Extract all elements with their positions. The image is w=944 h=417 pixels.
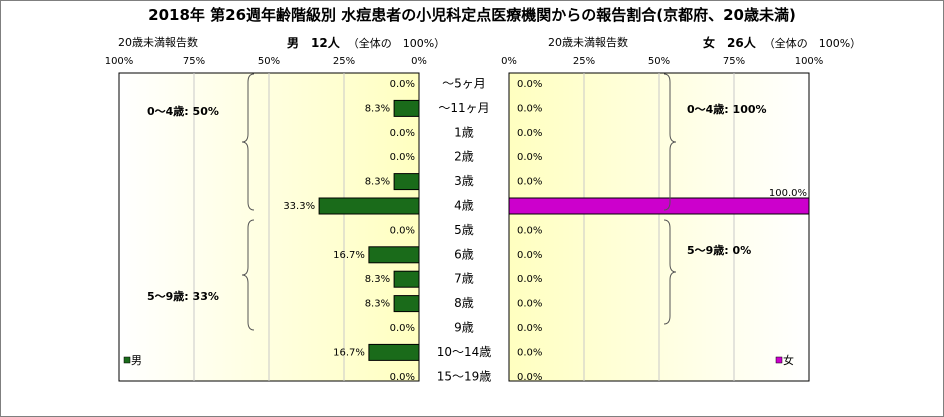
category-label: 8歳 xyxy=(454,296,474,310)
category-label: 6歳 xyxy=(454,247,474,261)
male-data-label: 0.0% xyxy=(390,225,415,236)
male-bar xyxy=(393,99,420,117)
male-tick-label: 0% xyxy=(411,56,427,67)
female-tick-label: 50% xyxy=(648,56,670,67)
male-data-label: 0.0% xyxy=(390,152,415,163)
category-label: 10～14歳 xyxy=(437,345,492,359)
male-data-label: 16.7% xyxy=(333,347,365,358)
male-data-label: 16.7% xyxy=(333,250,365,261)
male-data-label: 0.0% xyxy=(390,79,415,90)
male-header-note: （全体の 100%） xyxy=(347,37,446,50)
female-tick-label: 75% xyxy=(723,56,745,67)
male-data-label: 8.3% xyxy=(365,177,390,188)
category-label: 2歳 xyxy=(454,150,474,164)
category-label: 4歳 xyxy=(454,199,474,213)
male-legend-swatch xyxy=(123,356,131,364)
female-data-label: 0.0% xyxy=(517,347,542,358)
male-tick-label: 50% xyxy=(258,56,280,67)
male-legend-label: 男 xyxy=(131,354,142,367)
male-brace-5-9 xyxy=(241,219,255,331)
female-data-label: 0.0% xyxy=(517,225,542,236)
female-data-label: 0.0% xyxy=(517,372,542,383)
female-header: 女 26人 （全体の 100%） xyxy=(703,34,861,51)
female-data-label: 0.0% xyxy=(517,103,542,114)
male-data-label: 8.3% xyxy=(365,274,390,285)
female-data-label: 0.0% xyxy=(517,128,542,139)
male-header-count: 男 12人 xyxy=(287,36,340,50)
male-bar xyxy=(393,295,420,313)
male-data-label: 0.0% xyxy=(390,323,415,334)
female-header-count: 女 26人 xyxy=(703,36,756,50)
category-label: 5歳 xyxy=(454,223,474,237)
female-brace-5-9 xyxy=(663,219,677,325)
female-axis-title: 20歳未満報告数 xyxy=(548,36,628,49)
category-label: 3歳 xyxy=(454,174,474,188)
male-data-label: 33.3% xyxy=(283,201,315,212)
male-axis-title: 20歳未満報告数 xyxy=(118,36,198,49)
female-legend-label: 女 xyxy=(783,353,794,367)
female-header-note: （全体の 100%） xyxy=(763,37,862,50)
female-tick-label: 0% xyxy=(501,56,517,67)
male-tick-label: 100% xyxy=(105,56,134,67)
male-data-label: 8.3% xyxy=(365,103,390,114)
male-header: 男 12人 （全体の 100%） xyxy=(287,34,445,51)
category-label: 9歳 xyxy=(454,321,474,335)
male-data-label: 0.0% xyxy=(390,128,415,139)
female-data-label: 0.0% xyxy=(517,274,542,285)
male-bar xyxy=(318,197,420,215)
female-group-label: 5～9歳: 0% xyxy=(687,243,751,257)
female-data-label: 0.0% xyxy=(517,299,542,310)
female-bar xyxy=(508,197,810,215)
male-bar xyxy=(368,246,420,264)
male-data-label: 8.3% xyxy=(365,299,390,310)
male-bar xyxy=(393,173,420,191)
category-label: ～5ヶ月 xyxy=(442,77,486,91)
female-data-label: 0.0% xyxy=(517,323,542,334)
female-data-label: 100.0% xyxy=(769,188,807,199)
chart-title: 2018年 第26週年齢階級別 水痘患者の小児科定点医療機関からの報告割合(京都… xyxy=(148,6,796,24)
female-brace-0-4 xyxy=(663,73,677,211)
category-label: 1歳 xyxy=(454,125,474,139)
female-data-label: 0.0% xyxy=(517,250,542,261)
male-bar xyxy=(368,343,420,361)
female-tick-label: 100% xyxy=(795,56,824,67)
category-label: 15～19歳 xyxy=(437,369,492,383)
female-tick-label: 25% xyxy=(573,56,595,67)
male-group-label: 0～4歳: 50% xyxy=(147,104,219,118)
male-data-label: 0.0% xyxy=(390,372,415,383)
male-tick-label: 75% xyxy=(183,56,205,67)
category-label: ～11ヶ月 xyxy=(438,101,489,115)
male-tick-label: 25% xyxy=(333,56,355,67)
category-label: 7歳 xyxy=(454,272,474,286)
male-brace-0-4 xyxy=(241,73,255,211)
male-group-label: 5～9歳: 33% xyxy=(147,289,219,303)
female-group-label: 0～4歳: 100% xyxy=(687,102,767,116)
male-bar xyxy=(393,270,420,288)
female-legend-swatch xyxy=(775,356,783,364)
female-data-label: 0.0% xyxy=(517,152,542,163)
female-data-label: 0.0% xyxy=(517,79,542,90)
female-data-label: 0.0% xyxy=(517,177,542,188)
